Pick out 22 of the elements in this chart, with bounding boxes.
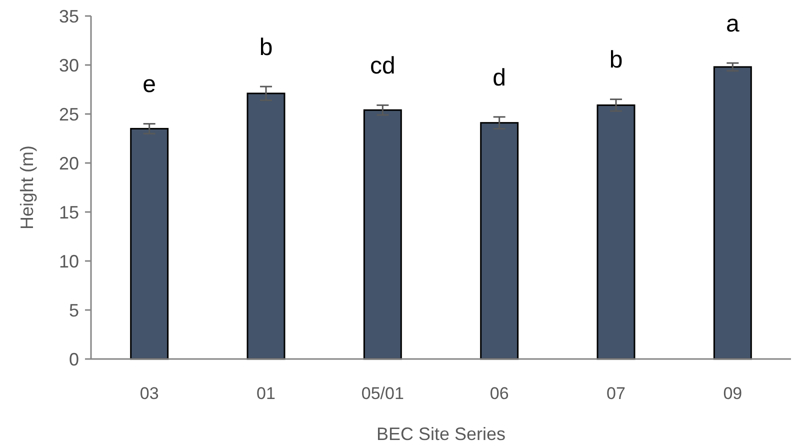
- annotation: a: [726, 10, 740, 38]
- x-tick-label: 07: [606, 384, 626, 403]
- y-axis-title: Height (m): [17, 145, 37, 230]
- x-tick-label: 06: [490, 384, 509, 403]
- y-tick-label: 25: [58, 104, 79, 124]
- x-tick-label: 05/01: [361, 384, 404, 403]
- y-tick-label: 30: [58, 55, 79, 76]
- y-tick-label: 35: [58, 6, 79, 26]
- x-tick-label: 01: [256, 384, 276, 403]
- y-tick-label: 20: [58, 153, 79, 174]
- y-tick-label: 10: [58, 251, 79, 272]
- annotation: d: [492, 64, 506, 92]
- x-tick-label: 03: [140, 384, 159, 403]
- annotation: e: [142, 71, 156, 98]
- y-tick-label: 5: [68, 300, 79, 320]
- y-tick-label: 15: [58, 202, 79, 222]
- annotation: b: [609, 46, 623, 74]
- x-tick-label: 09: [723, 384, 742, 403]
- y-tick-label: 0: [68, 349, 79, 370]
- annotation: b: [259, 34, 273, 61]
- x-axis-title: BEC Site Series: [376, 424, 506, 444]
- annotation: cd: [370, 52, 396, 80]
